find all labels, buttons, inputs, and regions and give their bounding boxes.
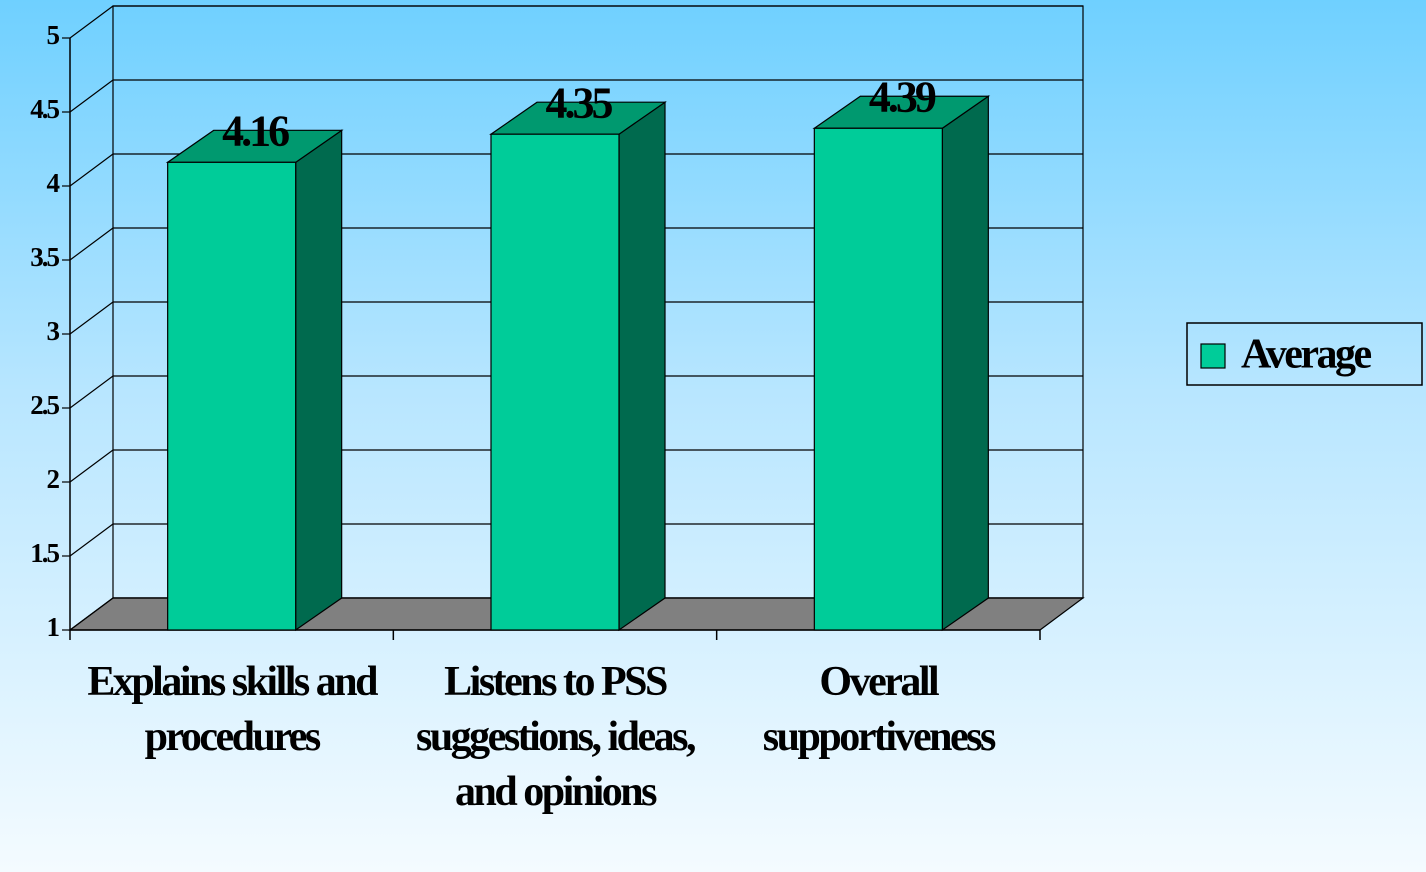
y-tick-label: 4.5 [30, 94, 59, 124]
grid-line [69, 153, 114, 187]
legend-box [1186, 322, 1423, 386]
bar-side [295, 129, 343, 632]
grid-line [69, 301, 114, 335]
y-tick-label: 5 [47, 20, 60, 50]
legend-swatch [1200, 343, 1226, 369]
grid-line [69, 523, 114, 557]
grid-line [69, 597, 114, 631]
y-tick-label: 2 [47, 464, 60, 494]
grid-line [69, 79, 114, 113]
grid-line [69, 5, 114, 39]
y-tick-label: 1.5 [30, 538, 59, 568]
y-tick-label: 4 [47, 168, 60, 198]
x-tick-label: Overall supportiveness [762, 659, 997, 760]
y-tick-label: 3 [47, 316, 60, 346]
bar [813, 127, 943, 631]
y-tick-label: 2.5 [30, 390, 59, 420]
bar [490, 133, 620, 631]
bar-side [941, 95, 989, 632]
value-label: 4.35 [546, 78, 613, 127]
y-tick-label: 3.5 [30, 242, 59, 272]
grid-line [69, 375, 114, 409]
bar-side [618, 101, 666, 632]
x-tick-label: Listens to PSS suggestions, ideas, and o… [415, 659, 697, 815]
grid-line [69, 449, 114, 483]
grid-line [69, 227, 114, 261]
value-label: 4.39 [869, 72, 936, 121]
legend-label: Average [1241, 332, 1371, 378]
y-tick-label: 1 [47, 612, 60, 642]
value-label: 4.16 [222, 106, 289, 155]
bar [167, 161, 297, 631]
x-tick-label: Explains skills and procedures [87, 659, 378, 760]
